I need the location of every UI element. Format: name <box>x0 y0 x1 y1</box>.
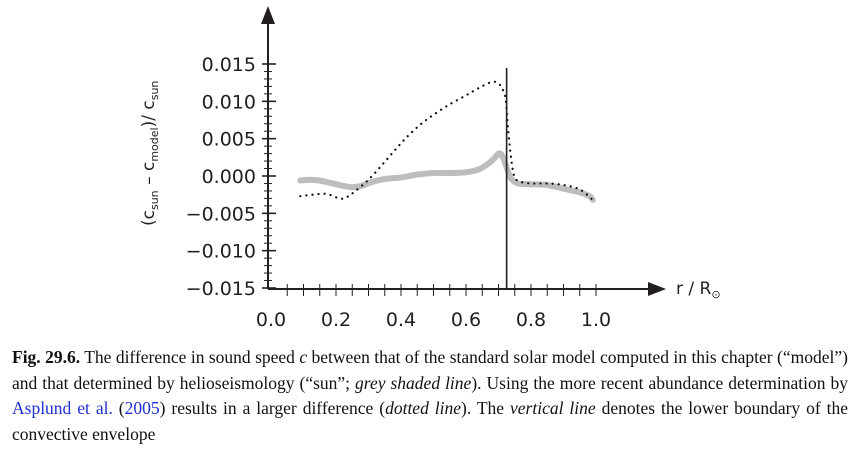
x-tick-label: 0.0 <box>256 309 286 331</box>
x-tick-label: 0.8 <box>516 309 546 331</box>
series-sun-grey-shaded-line <box>297 150 596 203</box>
figure-caption: Fig. 29.6. The difference in sound speed… <box>12 347 849 444</box>
y-tick-label: 0.005 <box>202 129 256 151</box>
y-tick-label: 0.015 <box>202 54 256 76</box>
y-tick-label: −0.005 <box>186 203 256 225</box>
reference-author-link[interactable]: Asplund et al. <box>12 398 113 418</box>
y-axis-label: (csun – cmodel)/ csun <box>139 81 161 226</box>
y-tick-label: −0.015 <box>186 278 256 300</box>
x-axis-label: r / R⊙ <box>676 279 721 301</box>
y-tick-labels: 0.015 0.010 0.005 0.000 −0.005 −0.010 −0.015 <box>186 54 256 300</box>
y-tick-label: −0.010 <box>186 241 256 263</box>
dotted-line-term: dotted line <box>385 398 462 418</box>
x-axis-arrow <box>648 282 666 296</box>
y-tick-label: 0.010 <box>202 91 256 113</box>
y-tick-label: 0.000 <box>202 166 256 188</box>
x-tick-label: 1.0 <box>581 309 611 331</box>
series-asplund-dotted-line <box>299 80 594 201</box>
series-layer <box>297 80 596 203</box>
y-axis-arrow <box>261 6 275 24</box>
vertical-line-term: vertical line <box>510 398 596 418</box>
chart: 0.015 0.010 0.005 0.000 −0.005 −0.010 −0.015 0… <box>139 6 721 331</box>
reference-year-link[interactable]: 2005 <box>124 398 160 418</box>
x-tick-label: 0.4 <box>386 309 416 331</box>
x-tick-label: 0.6 <box>451 309 481 331</box>
x-tick-label: 0.2 <box>321 309 351 331</box>
x-tick-labels: 0.0 0.2 0.4 0.6 0.8 1.0 <box>256 309 611 331</box>
grey-shaded-line-term: grey shaded line <box>355 372 472 393</box>
sound-speed-symbol: c <box>299 347 308 367</box>
figure-label: Fig. 29.6. <box>12 347 81 367</box>
